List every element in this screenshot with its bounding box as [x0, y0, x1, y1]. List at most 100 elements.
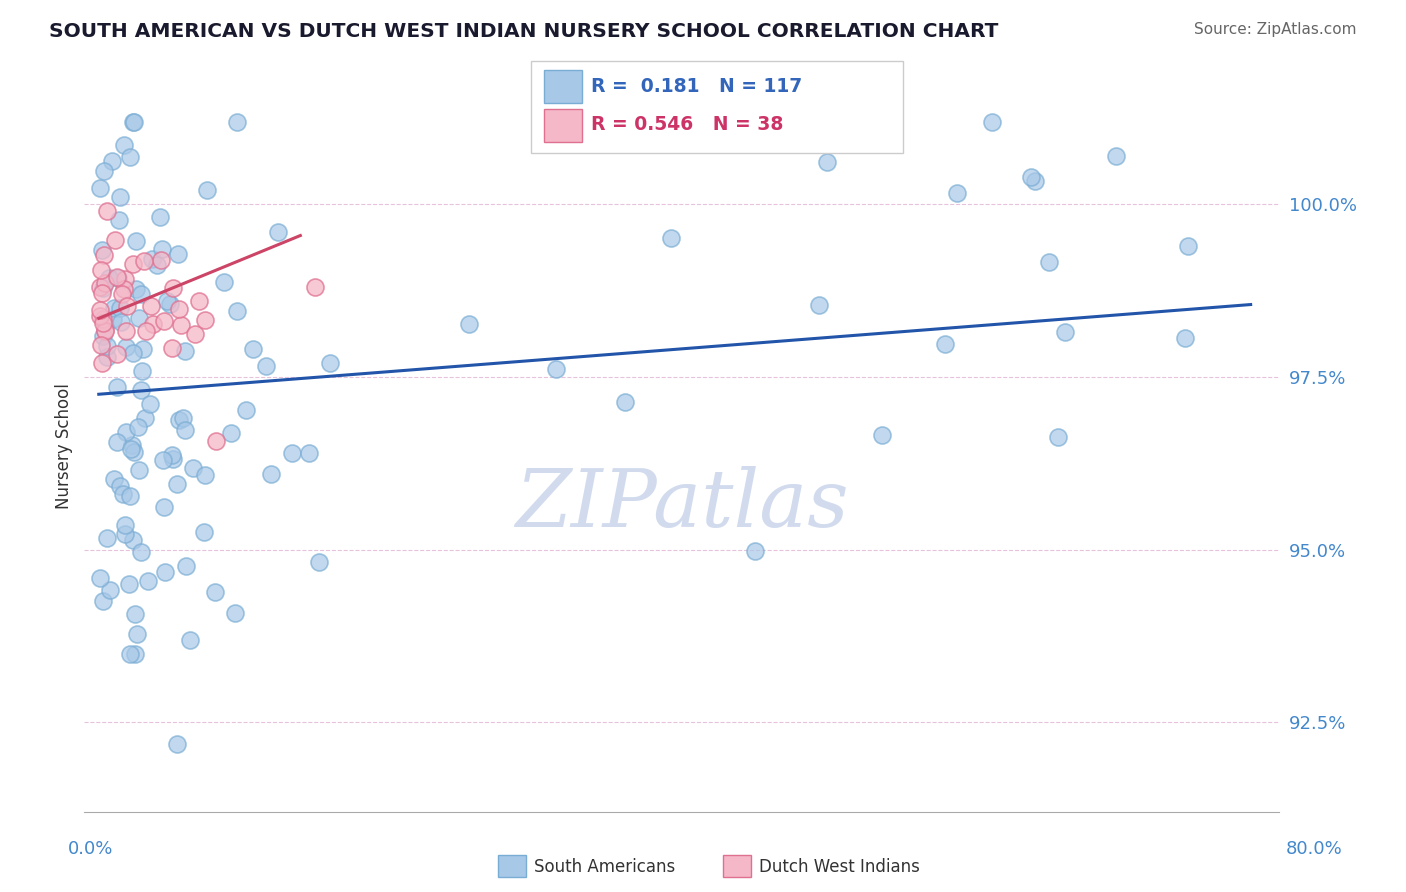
Point: [115, 325, 138, 339]
Point: [103, 472, 125, 486]
Point: [145, 258, 167, 272]
Point: [141, 252, 163, 266]
Point: [174, 344, 197, 359]
Point: [108, 212, 131, 227]
Point: [153, 565, 176, 579]
Point: [91, 329, 114, 343]
Point: [105, 269, 128, 284]
Point: [110, 478, 132, 492]
Point: [96, 204, 118, 219]
Point: [162, 281, 184, 295]
Point: [214, 275, 236, 289]
Point: [156, 294, 179, 309]
Point: [181, 460, 204, 475]
Point: [121, 257, 143, 271]
Point: [152, 453, 174, 467]
Point: [96, 350, 118, 364]
Point: [112, 282, 135, 296]
Point: [118, 150, 141, 164]
Point: [105, 346, 128, 360]
Point: [135, 324, 157, 338]
Point: [167, 413, 190, 427]
Point: [187, 294, 209, 309]
Point: [1024, 174, 1046, 188]
Point: [1019, 170, 1042, 185]
Point: [298, 446, 321, 460]
Point: [136, 574, 159, 588]
Point: [613, 395, 636, 409]
Point: [118, 489, 141, 503]
Point: [128, 463, 150, 477]
Point: [101, 153, 124, 168]
Point: [110, 287, 132, 301]
Point: [122, 533, 145, 548]
Point: [308, 555, 330, 569]
Point: [91, 594, 114, 608]
Point: [120, 442, 142, 456]
Point: [132, 342, 155, 356]
Point: [89, 571, 111, 585]
Point: [94, 324, 117, 338]
Point: [120, 647, 142, 661]
Point: [134, 253, 156, 268]
Text: 80.0%: 80.0%: [1286, 840, 1343, 858]
Point: [124, 282, 146, 296]
Point: [124, 607, 146, 621]
Point: [621, 114, 644, 128]
Point: [318, 356, 340, 370]
Point: [205, 434, 228, 448]
Point: [934, 336, 956, 351]
Point: [114, 527, 136, 541]
Point: [162, 452, 184, 467]
Point: [115, 299, 138, 313]
Point: [149, 211, 172, 225]
Point: [170, 318, 193, 332]
Point: [673, 114, 696, 128]
Point: [160, 342, 183, 356]
Point: [166, 477, 188, 491]
Point: [122, 114, 145, 128]
Text: ZIPatlas: ZIPatlas: [515, 466, 849, 543]
Point: [121, 437, 143, 451]
Point: [242, 342, 264, 356]
Point: [166, 737, 188, 751]
Point: [93, 276, 115, 290]
Point: [93, 163, 115, 178]
Point: [89, 280, 111, 294]
Point: [946, 186, 969, 201]
Point: [167, 247, 190, 261]
Point: [659, 231, 682, 245]
Text: Source: ZipAtlas.com: Source: ZipAtlas.com: [1194, 22, 1357, 37]
Point: [1174, 331, 1197, 345]
Point: [131, 545, 153, 559]
Text: SOUTH AMERICAN VS DUTCH WEST INDIAN NURSERY SCHOOL CORRELATION CHART: SOUTH AMERICAN VS DUTCH WEST INDIAN NURS…: [49, 22, 998, 41]
Point: [115, 425, 138, 440]
Point: [108, 301, 131, 316]
Point: [174, 559, 197, 574]
Point: [1105, 149, 1128, 163]
Point: [150, 253, 173, 268]
Point: [1038, 255, 1060, 269]
Point: [127, 419, 149, 434]
Point: [90, 243, 112, 257]
Point: [173, 423, 195, 437]
Point: [152, 313, 174, 327]
Point: [98, 582, 121, 597]
Point: [89, 309, 111, 323]
Point: [111, 487, 134, 501]
Point: [167, 301, 190, 316]
Point: [114, 271, 136, 285]
Point: [125, 234, 148, 248]
Point: [160, 448, 183, 462]
Point: [870, 427, 893, 442]
Point: [96, 339, 118, 353]
Point: [139, 299, 162, 313]
Point: [139, 397, 162, 411]
Point: [981, 114, 1004, 128]
Point: [94, 323, 117, 337]
Point: [105, 434, 128, 449]
Point: [260, 467, 283, 481]
Point: [91, 316, 114, 330]
Text: R =  0.181   N = 117: R = 0.181 N = 117: [591, 77, 801, 96]
Point: [197, 183, 219, 197]
